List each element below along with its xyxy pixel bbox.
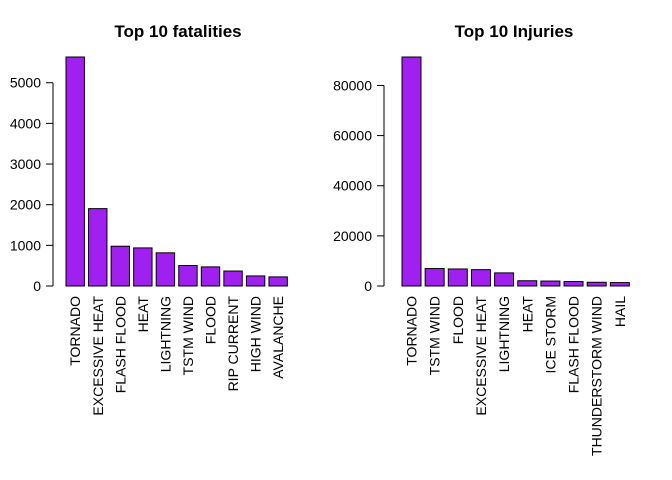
injuries-category-label: FLASH FLOOD bbox=[566, 296, 582, 393]
injuries-chart: Top 10 Injuries 0 20000 40000 60000 80000 TO… bbox=[333, 22, 630, 456]
fatalities-chart-title: Top 10 fatalities bbox=[114, 22, 241, 41]
fatalities-bar bbox=[65, 56, 85, 287]
fatalities-y-tick-label: 0 bbox=[33, 278, 41, 294]
fatalities-category-label: RIP CURRENT bbox=[225, 296, 241, 392]
injuries-y-tick-label: 80000 bbox=[333, 77, 372, 93]
injuries-category-label: LIGHTNING bbox=[496, 296, 512, 372]
injuries-y-tick-label: 20000 bbox=[333, 228, 372, 244]
fatalities-bar bbox=[133, 247, 153, 287]
injuries-category-label: HAIL bbox=[612, 296, 628, 327]
fatalities-bar bbox=[110, 245, 130, 287]
fatalities-category-label: HEAT bbox=[135, 296, 151, 333]
fatalities-category-label: TSTM WIND bbox=[180, 296, 196, 375]
injuries-bar bbox=[470, 269, 491, 287]
fatalities-category-label: LIGHTNING bbox=[157, 296, 173, 372]
fatalities-bar bbox=[223, 270, 243, 287]
injuries-category-label: HEAT bbox=[519, 296, 535, 333]
injuries-category-label: ICE STORM bbox=[542, 296, 558, 374]
injuries-chart-title: Top 10 Injuries bbox=[455, 22, 574, 41]
injuries-y-axis: 0 20000 40000 60000 80000 bbox=[333, 77, 385, 294]
injuries-bar bbox=[401, 56, 422, 287]
fatalities-bars bbox=[65, 56, 288, 287]
injuries-category-label: THUNDERSTORM WIND bbox=[589, 296, 605, 456]
injuries-bar bbox=[586, 281, 607, 287]
injuries-bar bbox=[494, 272, 515, 287]
fatalities-category-label: EXCESSIVE HEAT bbox=[90, 296, 106, 416]
injuries-y-tick-label: 0 bbox=[364, 278, 372, 294]
fatalities-bar bbox=[88, 208, 108, 287]
fatalities-category-label: AVALANCHE bbox=[270, 296, 286, 379]
injuries-bar bbox=[540, 280, 561, 287]
fatalities-bar bbox=[178, 265, 198, 287]
fatalities-category-labels: TORNADO EXCESSIVE HEAT FLASH FLOOD HEAT LIGH… bbox=[67, 296, 286, 416]
fatalities-bar bbox=[155, 252, 176, 287]
injuries-category-labels: TORNADO TSTM WIND FLOOD EXCESSIVE HEAT LIGHT… bbox=[404, 296, 628, 456]
fatalities-category-label: HIGH WIND bbox=[248, 296, 264, 372]
fatalities-y-axis: 0 1000 2000 3000 4000 5000 bbox=[10, 75, 54, 294]
injuries-bar bbox=[563, 281, 584, 287]
fatalities-chart: Top 10 fatalities 010002000300040005000 … bbox=[10, 22, 288, 416]
injuries-y-tick-label: 40000 bbox=[333, 178, 372, 194]
injuries-bar bbox=[447, 268, 468, 287]
fatalities-bar bbox=[200, 266, 221, 287]
injuries-bar bbox=[424, 268, 445, 287]
fatalities-bar bbox=[268, 276, 288, 287]
injuries-category-label: EXCESSIVE HEAT bbox=[473, 296, 489, 416]
injuries-category-label: TSTM WIND bbox=[427, 296, 443, 375]
injuries-y-tick-label: 60000 bbox=[333, 128, 372, 144]
injuries-category-label: FLOOD bbox=[450, 296, 466, 344]
fatalities-y-tick-label: 4000 bbox=[10, 115, 41, 131]
injuries-bars bbox=[401, 56, 630, 287]
fatalities-y-tick-label: 1000 bbox=[10, 237, 41, 253]
fatalities-category-label: FLASH FLOOD bbox=[112, 296, 128, 393]
fatalities-category-label: FLOOD bbox=[203, 296, 219, 344]
fatalities-bar bbox=[245, 275, 266, 287]
fatalities-y-tick-label: 3000 bbox=[10, 156, 41, 172]
injuries-category-label: TORNADO bbox=[404, 296, 420, 366]
fatalities-y-tick-label: 2000 bbox=[10, 197, 41, 213]
fatalities-y-tick-label: 5000 bbox=[10, 75, 41, 91]
injuries-bar bbox=[517, 280, 538, 287]
fatalities-category-label: TORNADO bbox=[67, 296, 83, 366]
injuries-bar bbox=[609, 282, 630, 287]
